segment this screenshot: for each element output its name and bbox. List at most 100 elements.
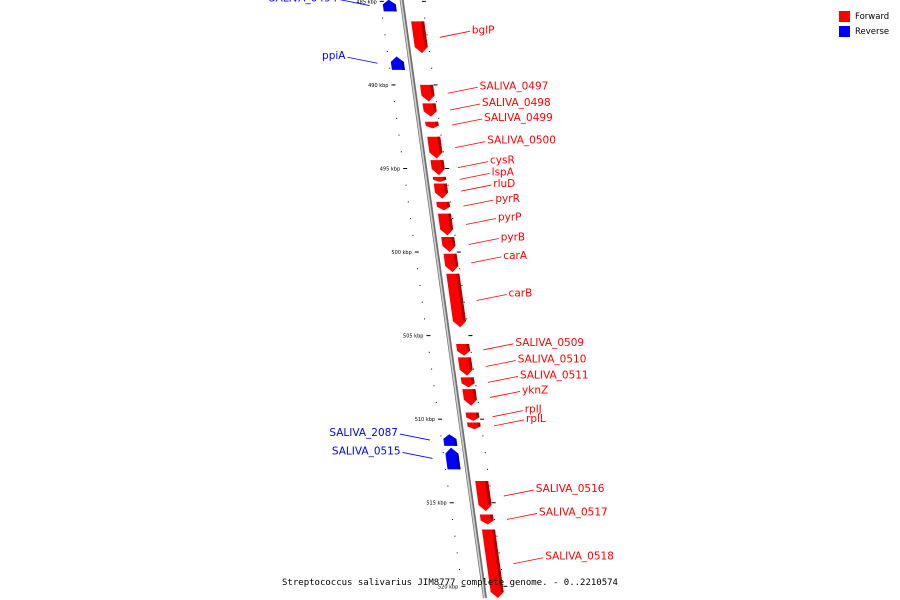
gene-shade-SALIVA_0498 [432, 103, 437, 112]
gene-ppiA[interactable] [390, 56, 405, 70]
scale-label: 515 kbp [426, 501, 446, 507]
gene-shade-pyrP [447, 213, 454, 230]
scale-label: 510 kbp [415, 417, 435, 423]
gene-label-carA[interactable]: carA [503, 250, 528, 262]
gene-label-SALIVA_0517[interactable]: SALIVA_0517 [539, 506, 608, 518]
gene-shade-carA [453, 253, 459, 267]
leader-line [447, 86, 478, 94]
gene-label-ppiA[interactable]: ppiA [322, 50, 346, 62]
gene-label-rplJ[interactable]: rplJ [525, 404, 542, 416]
gene-pyrR[interactable] [436, 201, 451, 211]
gene-shade-SALIVA_0500 [437, 136, 443, 153]
scale-label: 505 kbp [403, 334, 423, 340]
leader-line [449, 103, 481, 111]
gene-shade-SALIVA_0509 [466, 343, 471, 351]
gene-shade-SALIVA_0497 [430, 84, 435, 96]
gene-shade-rplJ [475, 412, 480, 418]
gene-label-SALIVA_0509[interactable]: SALIVA_0509 [515, 337, 584, 349]
leader-line [493, 419, 525, 427]
gene-label-carB[interactable]: carB [509, 288, 533, 300]
gene-label-SALIVA_0498[interactable]: SALIVA_0498 [482, 97, 551, 109]
gene-label-SALIVA_0511[interactable]: SALIVA_0511 [520, 369, 589, 381]
leader-line [468, 238, 499, 245]
leader-line [465, 218, 497, 225]
gene-lspA[interactable] [432, 176, 447, 182]
gene-label-rluD[interactable]: rluD [493, 178, 515, 190]
legend-label-forward: Forward [855, 11, 890, 22]
gene-label-pyrR[interactable]: pyrR [495, 193, 519, 205]
gene-labels: bglP SALIVA_0497 SALIVA_0498 SALIVA_0499 SAL… [269, 0, 614, 565]
gene-label-pyrB[interactable]: pyrB [501, 232, 525, 244]
gene-shade-SALIVA_0516 [485, 481, 492, 506]
gene-shade-SALIVA_2087 [453, 438, 458, 446]
gene-label-cysR[interactable]: cysR [490, 155, 515, 167]
gene-SALIVA_0515[interactable] [445, 447, 461, 470]
leader-line [339, 0, 370, 6]
gene-shade-rplL [477, 422, 481, 427]
gene-SALIVA_2087[interactable] [443, 434, 458, 446]
genome-axis [399, 0, 487, 599]
gene-label-pyrP[interactable]: pyrP [498, 211, 522, 223]
gene-shade-cysR [440, 160, 445, 170]
legend: Forward Reverse [839, 9, 889, 39]
leader-line [452, 118, 483, 126]
legend-label-reverse: Reverse [855, 26, 890, 37]
gene-rplJ[interactable] [465, 412, 480, 421]
gene-label-SALIVA_0510[interactable]: SALIVA_0510 [518, 354, 587, 366]
leader-line [506, 513, 538, 520]
leader-line [476, 294, 507, 301]
leader-line [399, 433, 431, 441]
gene-SALIVA_0518[interactable] [481, 529, 504, 598]
gene-shade-ppiA [400, 61, 405, 70]
leader-line [503, 489, 534, 497]
gene-label-SALIVA_0497[interactable]: SALIVA_0497 [480, 80, 549, 92]
gene-shade-SALIVA_0510 [467, 357, 473, 370]
forward-color-swatch [839, 11, 850, 22]
gene-shade-SALIVA_0494 [392, 4, 397, 12]
gene-label-rplL[interactable]: rplL [526, 413, 546, 425]
leader-line [347, 56, 378, 64]
gene-SALIVA_0494[interactable] [382, 0, 397, 12]
gene-shade-SALIVA_0517 [489, 514, 494, 521]
reverse-color-swatch [839, 26, 850, 37]
leader-line [492, 410, 523, 418]
scale-ticks: 485 kbp 490 kbp 495 kbp 500 kbp 505 kbp 510 k… [356, 0, 508, 590]
gene-shade-pyrR [446, 201, 451, 207]
scale-label: 500 kbp [391, 250, 411, 256]
leader-line [439, 30, 470, 38]
gene-shade-yknZ [472, 389, 477, 400]
scale-label: 485 kbp [356, 0, 376, 5]
leader-line [471, 256, 502, 264]
leader-line [513, 557, 544, 565]
gene-label-lspA[interactable]: lspA [492, 166, 515, 178]
leader-line [489, 391, 521, 398]
genome-caption: Streptococcus salivarius JIM8777 complet… [282, 578, 618, 588]
gene-features [382, 0, 504, 598]
scale-label: 495 kbp [380, 166, 400, 172]
gene-rplL[interactable] [467, 422, 481, 430]
gene-label-SALIVA_0518[interactable]: SALIVA_0518 [545, 551, 614, 563]
gene-shade-SALIVA_0511 [470, 377, 475, 384]
gene-label-bglP[interactable]: bglP [472, 24, 495, 36]
gene-shade-SALIVA_0499 [435, 121, 439, 126]
axis-highlight [400, 0, 486, 599]
gene-label-SALIVA_0515[interactable]: SALIVA_0515 [332, 445, 401, 457]
gene-label-SALIVA_0499[interactable]: SALIVA_0499 [484, 112, 553, 124]
gene-label-SALIVA_2087[interactable]: SALIVA_2087 [329, 427, 398, 439]
leader-line [485, 360, 516, 367]
scale-label: 490 kbp [368, 83, 388, 89]
legend-item-reverse: Reverse [839, 24, 889, 39]
leader-line [461, 184, 492, 192]
gene-label-SALIVA_0494[interactable]: SALIVA_0494 [269, 0, 338, 5]
gene-label-SALIVA_0516[interactable]: SALIVA_0516 [536, 483, 605, 495]
gene-SALIVA_0499[interactable] [425, 121, 439, 129]
leader-line [455, 141, 486, 148]
gene-shade-SALIVA_0515 [455, 453, 461, 470]
legend-item-forward: Forward [839, 9, 889, 24]
gene-shade-bglP [421, 21, 428, 48]
leader-line [402, 452, 433, 459]
gene-label-SALIVA_0500[interactable]: SALIVA_0500 [487, 135, 556, 147]
leader-line [459, 172, 490, 180]
gene-label-yknZ[interactable]: yknZ [522, 384, 548, 396]
